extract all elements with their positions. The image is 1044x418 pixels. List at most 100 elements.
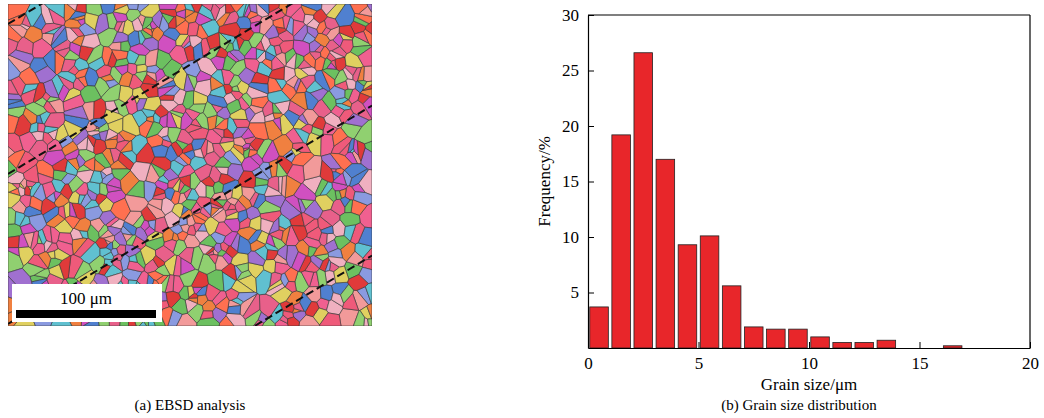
grain-cell: [340, 40, 353, 54]
grain-cell: [248, 150, 257, 157]
grain-cell: [233, 38, 239, 51]
grain-cell: [174, 255, 181, 275]
bar: [811, 337, 830, 348]
grain-cell: [106, 185, 121, 193]
grain-cell: [202, 300, 216, 311]
tick-mark: [588, 71, 594, 72]
grain-cell: [173, 179, 181, 192]
tick: 25: [562, 61, 594, 80]
grain-cell: [364, 66, 372, 82]
grain-cell: [104, 235, 115, 242]
grain-cell: [161, 100, 179, 112]
grain-cell: [22, 263, 45, 276]
tick-mark: [588, 126, 594, 127]
x-axis: 05101520: [584, 342, 1039, 373]
grain-cell: [266, 51, 276, 61]
grain-cell: [237, 292, 257, 302]
bar: [700, 236, 719, 348]
bar: [722, 286, 741, 348]
grain-cell: [184, 188, 192, 198]
grain-cell: [207, 95, 227, 108]
bar: [877, 340, 896, 348]
grain-cell: [19, 67, 40, 84]
grain-cell: [272, 103, 281, 113]
grain-cell: [48, 251, 56, 258]
grain-cell: [358, 47, 372, 67]
tick-label: 10: [562, 228, 579, 247]
grain-cell: [83, 102, 94, 121]
grain-cell: [57, 72, 76, 83]
grain-cell: [340, 197, 350, 207]
grain-cell: [269, 159, 277, 177]
scale-bar-box: [12, 284, 162, 322]
grain-cell: [49, 9, 65, 26]
grain-cell: [346, 79, 356, 89]
grain-cell: [324, 17, 339, 30]
grain-cell: [163, 168, 178, 181]
grain-cell: [238, 210, 247, 223]
grain-cell: [194, 149, 204, 158]
grain-cell: [310, 88, 328, 101]
grain-cell: [213, 128, 224, 137]
grain-cell: [188, 74, 197, 89]
tick-mark: [699, 342, 700, 348]
grain-cell: [8, 99, 22, 104]
grain-cell: [38, 123, 45, 132]
grain-cell: [132, 18, 142, 32]
grain-cell: [19, 247, 34, 266]
grain-cell: [353, 310, 364, 326]
grain-cell: [226, 246, 238, 258]
grain-cell: [76, 183, 88, 196]
grain-cell: [133, 215, 144, 228]
grain-cell: [276, 162, 287, 177]
grain-cell: [288, 317, 300, 326]
bar: [590, 307, 609, 348]
grain-cell: [217, 13, 231, 27]
tick-label: 15: [562, 172, 579, 191]
grain-cell: [96, 126, 99, 128]
grain-cell: [142, 109, 155, 117]
grain-cell: [242, 157, 260, 172]
grain-cell: [273, 135, 293, 157]
grain-cell: [331, 60, 336, 69]
grain-cell: [147, 72, 157, 81]
grain-cell: [153, 255, 165, 267]
grain-cell: [285, 281, 296, 292]
grain-cell: [365, 283, 372, 304]
grain-cell: [276, 53, 286, 67]
grain-cell: [64, 50, 79, 60]
tick: 20: [562, 117, 594, 136]
grain-cell: [233, 119, 250, 127]
grain-cell: [121, 41, 131, 52]
grain-cell: [255, 177, 268, 186]
grain-cell: [315, 56, 325, 71]
grain-cell: [223, 55, 236, 70]
grain-cell: [241, 128, 254, 139]
grain-cell: [135, 227, 147, 242]
grain-cell: [236, 263, 248, 273]
tick-label: 15: [912, 354, 929, 373]
grain-cell: [8, 248, 20, 257]
grain-cell: [266, 234, 275, 247]
grain-cell: [164, 240, 177, 253]
grain-cell: [138, 31, 145, 44]
grain-cell: [54, 194, 69, 207]
grain-cell: [127, 4, 138, 10]
grain-cell: [49, 99, 64, 112]
grain-cell: [171, 142, 182, 157]
grain-cell: [99, 130, 107, 141]
grain-cell: [150, 21, 157, 29]
grain-cell: [301, 271, 313, 287]
grain-cell: [164, 85, 180, 95]
grain-cell: [249, 105, 263, 114]
grain-cell: [211, 70, 224, 85]
grain-cell: [199, 244, 213, 254]
grain-cell: [292, 252, 306, 272]
grain-cell: [282, 176, 287, 198]
grain-cell: [332, 128, 347, 146]
grain-cell: [320, 285, 333, 301]
grain-cell: [99, 224, 109, 237]
grain-cell: [309, 40, 321, 52]
grain-cell: [188, 286, 195, 298]
grain-cell: [20, 195, 31, 207]
